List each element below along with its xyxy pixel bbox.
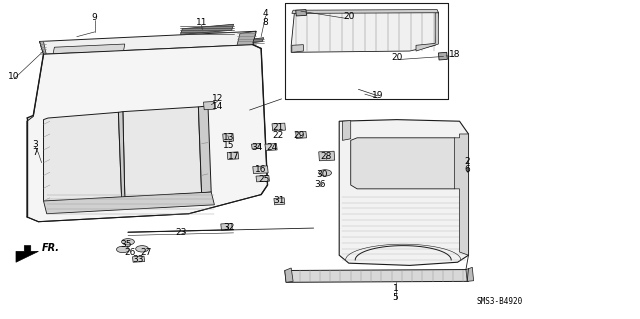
Polygon shape — [198, 106, 211, 193]
Polygon shape — [252, 144, 260, 149]
Polygon shape — [272, 123, 285, 131]
Polygon shape — [319, 151, 335, 161]
Circle shape — [319, 170, 332, 176]
Polygon shape — [265, 144, 277, 151]
Text: 6: 6 — [465, 165, 470, 174]
Polygon shape — [40, 41, 46, 54]
Polygon shape — [274, 198, 285, 205]
Polygon shape — [180, 24, 234, 34]
Polygon shape — [27, 45, 268, 222]
Polygon shape — [204, 101, 215, 110]
Text: 35: 35 — [120, 240, 132, 249]
Text: 11: 11 — [196, 18, 207, 27]
Text: 27: 27 — [140, 248, 152, 256]
Text: 10: 10 — [8, 72, 20, 81]
Circle shape — [116, 246, 129, 253]
Polygon shape — [351, 138, 460, 189]
Text: 2: 2 — [465, 157, 470, 166]
Polygon shape — [296, 131, 307, 138]
Text: 20: 20 — [343, 12, 355, 21]
Polygon shape — [40, 31, 256, 54]
Text: 13: 13 — [223, 133, 235, 142]
Text: 5: 5 — [393, 293, 398, 302]
Text: 19: 19 — [372, 91, 383, 100]
Polygon shape — [223, 133, 234, 142]
Text: 20: 20 — [391, 53, 403, 62]
Polygon shape — [53, 44, 125, 54]
Polygon shape — [296, 10, 307, 16]
Polygon shape — [438, 52, 447, 60]
Polygon shape — [339, 120, 468, 265]
Text: 21: 21 — [273, 123, 284, 132]
Circle shape — [122, 239, 134, 245]
Polygon shape — [256, 175, 269, 182]
Text: 14: 14 — [212, 102, 223, 111]
Polygon shape — [285, 268, 293, 282]
Polygon shape — [253, 166, 268, 174]
Polygon shape — [132, 256, 145, 262]
Text: 36: 36 — [314, 180, 326, 189]
Text: 34: 34 — [252, 143, 263, 152]
Text: 32: 32 — [223, 223, 234, 232]
Text: 28: 28 — [321, 152, 332, 161]
Polygon shape — [466, 267, 474, 281]
Polygon shape — [291, 12, 438, 52]
Polygon shape — [123, 107, 202, 197]
Text: 18: 18 — [449, 50, 460, 59]
Polygon shape — [118, 112, 125, 198]
Polygon shape — [253, 38, 264, 43]
Polygon shape — [221, 223, 232, 230]
Text: 29: 29 — [294, 131, 305, 140]
Text: FR.: FR. — [42, 242, 60, 253]
Text: 17: 17 — [228, 152, 239, 161]
Polygon shape — [44, 192, 214, 214]
Polygon shape — [44, 112, 122, 203]
Text: 24: 24 — [266, 143, 278, 152]
Polygon shape — [16, 246, 38, 262]
Text: 33: 33 — [132, 255, 143, 263]
Text: SMS3-B4920: SMS3-B4920 — [477, 297, 523, 306]
Text: 9: 9 — [92, 13, 97, 22]
Polygon shape — [285, 270, 468, 282]
Polygon shape — [237, 31, 256, 46]
Polygon shape — [292, 10, 438, 13]
Polygon shape — [227, 152, 239, 160]
Text: 16: 16 — [255, 165, 267, 174]
Text: 31: 31 — [273, 197, 285, 205]
Polygon shape — [342, 121, 351, 140]
Text: 25: 25 — [258, 175, 269, 184]
Text: 26: 26 — [124, 248, 136, 256]
Text: 30: 30 — [316, 170, 328, 179]
Polygon shape — [416, 13, 438, 51]
Text: 1: 1 — [393, 284, 398, 293]
Text: 4: 4 — [263, 9, 268, 18]
Circle shape — [136, 246, 148, 252]
Text: 22: 22 — [273, 131, 284, 140]
Text: 7: 7 — [33, 148, 38, 157]
Polygon shape — [454, 134, 468, 255]
Text: 23: 23 — [175, 228, 187, 237]
Polygon shape — [292, 45, 303, 52]
Text: 15: 15 — [223, 141, 235, 150]
Text: 3: 3 — [33, 140, 38, 149]
Text: 12: 12 — [212, 94, 223, 103]
Text: 8: 8 — [263, 18, 268, 27]
